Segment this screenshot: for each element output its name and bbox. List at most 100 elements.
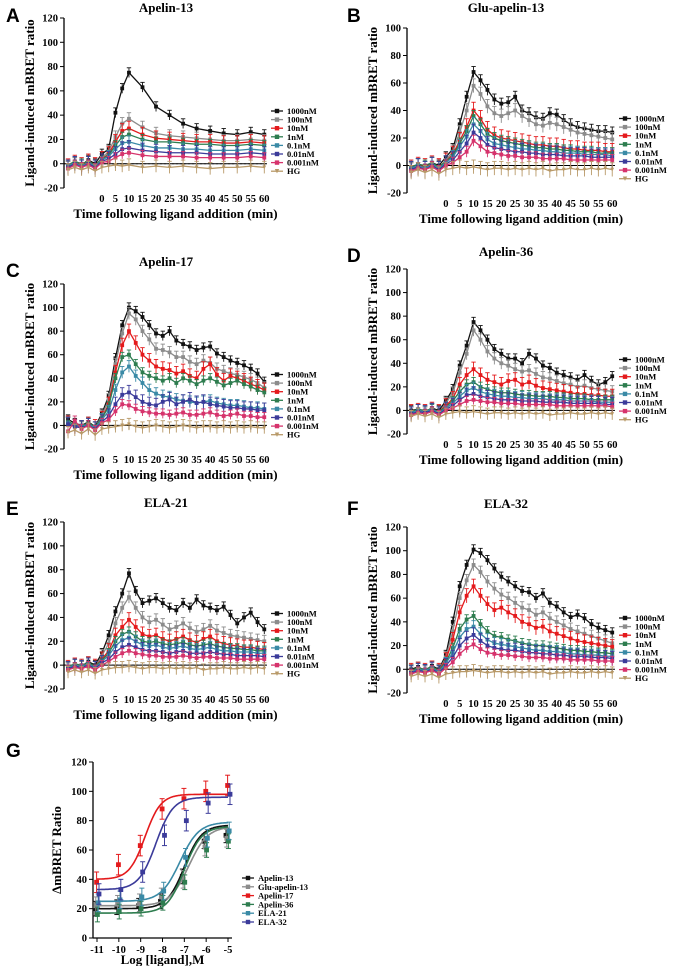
data-point bbox=[534, 625, 538, 630]
data-point bbox=[471, 320, 476, 324]
chart-title: Apelin-36 bbox=[479, 244, 534, 259]
data-point bbox=[464, 410, 469, 415]
legend-marker bbox=[274, 372, 280, 377]
data-point bbox=[471, 642, 476, 647]
data-point bbox=[113, 424, 118, 429]
x-tick-label: -9 bbox=[136, 945, 145, 956]
data-point bbox=[187, 626, 192, 631]
y-tick-label: 100 bbox=[42, 303, 58, 314]
data-point bbox=[471, 563, 476, 567]
data-point bbox=[561, 373, 566, 377]
data-point bbox=[72, 418, 77, 423]
data-point bbox=[561, 381, 566, 386]
x-tick-label: -5 bbox=[224, 945, 233, 956]
legend-label: HG bbox=[287, 430, 301, 440]
data-point bbox=[183, 818, 189, 824]
x-tick-label: 0 bbox=[99, 695, 104, 706]
data-point bbox=[430, 672, 434, 676]
legend-marker bbox=[274, 108, 280, 114]
x-tick-label: 40 bbox=[205, 455, 216, 466]
data-point bbox=[554, 388, 559, 393]
data-point bbox=[133, 374, 138, 378]
data-point bbox=[534, 655, 538, 660]
data-point bbox=[208, 344, 213, 349]
data-point bbox=[208, 666, 213, 671]
data-point bbox=[154, 154, 158, 159]
data-point bbox=[520, 670, 524, 675]
data-point bbox=[513, 410, 518, 415]
data-point bbox=[120, 164, 125, 169]
legend-marker bbox=[274, 628, 280, 633]
data-point bbox=[596, 659, 601, 663]
data-point bbox=[478, 647, 483, 652]
data-point bbox=[154, 104, 158, 109]
y-axis-title: Ligand-induced mBRET ratio bbox=[22, 522, 37, 689]
legend-label: 100nM bbox=[287, 617, 313, 627]
data-point bbox=[180, 876, 186, 882]
data-point bbox=[450, 410, 455, 415]
data-point bbox=[534, 596, 538, 601]
data-point bbox=[436, 415, 441, 420]
data-point bbox=[113, 370, 118, 375]
data-point bbox=[506, 356, 511, 361]
data-point bbox=[464, 393, 469, 398]
data-point bbox=[506, 167, 511, 172]
data-point bbox=[457, 627, 462, 631]
y-tick-label: 0 bbox=[396, 665, 401, 676]
series-line bbox=[410, 615, 613, 672]
legend-label: 1nM bbox=[287, 634, 304, 644]
data-point bbox=[205, 800, 211, 806]
x-tick-label: 45 bbox=[218, 695, 229, 706]
legend-marker bbox=[274, 662, 280, 668]
x-tick-label: 25 bbox=[164, 695, 175, 706]
data-point bbox=[492, 380, 497, 385]
x-axis-title: Time following ligand addition (min) bbox=[73, 467, 277, 482]
y-tick-label: 60 bbox=[391, 79, 402, 90]
data-point bbox=[589, 133, 594, 138]
data-point bbox=[182, 879, 188, 885]
data-point bbox=[478, 166, 483, 171]
data-point bbox=[139, 894, 145, 900]
data-point bbox=[554, 656, 559, 661]
data-point bbox=[547, 387, 552, 392]
legend-marker bbox=[622, 615, 628, 621]
series-ELA-21 bbox=[95, 821, 232, 913]
data-point bbox=[485, 629, 490, 634]
legend-label: HG bbox=[287, 166, 301, 176]
x-axis-title: Time following ligand addition (min) bbox=[419, 452, 623, 467]
data-point bbox=[255, 388, 260, 392]
data-point bbox=[235, 405, 240, 410]
data-point bbox=[506, 401, 511, 406]
legend-marker bbox=[274, 432, 280, 437]
data-point bbox=[499, 114, 504, 118]
data-point bbox=[506, 610, 511, 615]
legend-marker bbox=[274, 637, 280, 642]
data-point bbox=[457, 669, 462, 674]
series-HG bbox=[65, 659, 267, 680]
data-point bbox=[106, 164, 111, 169]
legend-label: 100nM bbox=[287, 378, 313, 388]
x-tick-label: 60 bbox=[259, 695, 270, 706]
data-point bbox=[201, 411, 206, 416]
x-tick-label: 0 bbox=[443, 440, 448, 451]
data-point bbox=[120, 591, 125, 596]
data-point bbox=[187, 397, 192, 402]
data-point bbox=[527, 590, 531, 595]
data-point bbox=[154, 423, 158, 428]
x-tick-label: 10 bbox=[124, 455, 135, 466]
data-point bbox=[506, 111, 511, 116]
legend-label: 0.001nM bbox=[287, 158, 319, 168]
legend-marker bbox=[245, 893, 251, 898]
data-point bbox=[575, 158, 580, 162]
data-point bbox=[255, 408, 260, 413]
data-point bbox=[513, 401, 518, 406]
y-tick-label: -20 bbox=[44, 184, 58, 195]
x-tick-label: 55 bbox=[246, 194, 257, 205]
data-point bbox=[478, 328, 483, 333]
data-point bbox=[262, 390, 267, 395]
data-point bbox=[547, 111, 552, 116]
legend-label: 0.1nM bbox=[635, 647, 658, 657]
data-point bbox=[499, 152, 504, 157]
data-point bbox=[224, 835, 230, 841]
